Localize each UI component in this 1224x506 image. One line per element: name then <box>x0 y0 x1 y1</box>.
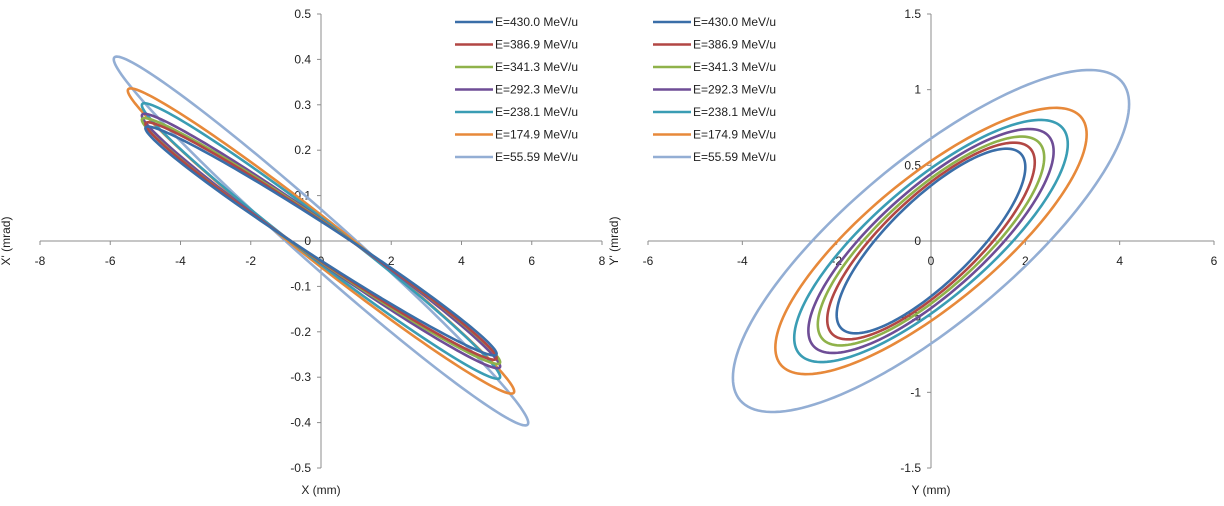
x-tick-label: -2 <box>831 254 842 268</box>
legend-label: E=430.0 MeV/u <box>693 15 776 29</box>
legend-label: E=174.9 MeV/u <box>495 128 578 142</box>
legend-label: E=386.9 MeV/u <box>693 38 776 52</box>
legend-label: E=292.3 MeV/u <box>693 83 776 97</box>
legend-label: E=430.0 MeV/u <box>495 15 578 29</box>
series-curve <box>731 68 1131 414</box>
x-tick-label: -8 <box>35 254 46 268</box>
x-tick-label: 4 <box>458 254 465 268</box>
x-tick-label: -4 <box>175 254 186 268</box>
series-curve <box>140 101 502 381</box>
y-tick-label: 0.5 <box>904 158 921 172</box>
y-tick-label: -1 <box>910 385 921 399</box>
x-tick-label: -6 <box>105 254 116 268</box>
series-curve <box>816 135 1046 347</box>
y-phase-space-chart: -6 -4 -2 0 2 4 6-1.5-1-0.500.511.5Y (mm)Y' (mr… <box>607 7 1218 497</box>
y-tick-label: -0.1 <box>290 279 311 293</box>
series-curve <box>835 147 1027 335</box>
y-tick-label: 0.5 <box>294 7 311 21</box>
x-tick-label: -4 <box>737 254 748 268</box>
x-tick-label: -2 <box>245 254 256 268</box>
series-curve <box>112 55 530 427</box>
legend: E=430.0 MeV/u E=386.9 MeV/u E=341.3 MeV/u E… <box>455 15 578 164</box>
x-tick-label: 2 <box>388 254 395 268</box>
y-tick-label: 0 <box>304 234 311 248</box>
x-tick-label: 6 <box>1211 254 1218 268</box>
series-curve <box>774 106 1088 376</box>
x-tick-label: -6 <box>643 254 654 268</box>
x-phase-space-chart: -8 -6 -4 -2 0 2 4 6 8-0.5-0.4-0.3-0.2-0.100.10.2… <box>0 7 606 497</box>
y-tick-label: 0 <box>914 234 921 248</box>
y-tick-label: -0.5 <box>290 461 311 475</box>
series-curve <box>825 141 1037 341</box>
legend-label: E=238.1 MeV/u <box>495 105 578 119</box>
legend-label: E=341.3 MeV/u <box>495 60 578 74</box>
y-tick-label: -0.2 <box>290 325 311 339</box>
x-tick-label: 8 <box>599 254 606 268</box>
x-tick-label: 6 <box>528 254 535 268</box>
x-tick-label: 0 <box>928 254 935 268</box>
legend-label: E=341.3 MeV/u <box>693 60 776 74</box>
y-axis-title: Y' (mrad) <box>607 217 621 266</box>
x-axis-title: Y (mm) <box>911 483 950 497</box>
legend-label: E=55.59 MeV/u <box>495 150 578 164</box>
x-tick-label: 2 <box>1022 254 1029 268</box>
legend-label: E=174.9 MeV/u <box>693 128 776 142</box>
legend-label: E=238.1 MeV/u <box>693 105 776 119</box>
legend-label: E=55.59 MeV/u <box>693 150 776 164</box>
y-tick-label: 0.3 <box>294 98 311 112</box>
y-tick-label: -1.5 <box>900 461 921 475</box>
legend-label: E=386.9 MeV/u <box>495 38 578 52</box>
legend-label: E=292.3 MeV/u <box>495 83 578 97</box>
y-tick-label: 1.5 <box>904 7 921 21</box>
y-axis-title: X' (mrad) <box>0 217 13 266</box>
x-tick-label: 4 <box>1116 254 1123 268</box>
y-tick-label: 0.4 <box>294 52 311 66</box>
series-curve <box>807 127 1055 355</box>
series-curve <box>792 118 1070 364</box>
series-curve <box>144 125 498 357</box>
x-axis-title: X (mm) <box>301 483 340 497</box>
y-tick-label: 1 <box>914 83 921 97</box>
y-tick-label: -0.4 <box>290 416 311 430</box>
y-tick-label: 0.2 <box>294 143 311 157</box>
legend: E=430.0 MeV/u E=386.9 MeV/u E=341.3 MeV/u E… <box>653 15 776 164</box>
y-tick-label: -0.3 <box>290 370 311 384</box>
